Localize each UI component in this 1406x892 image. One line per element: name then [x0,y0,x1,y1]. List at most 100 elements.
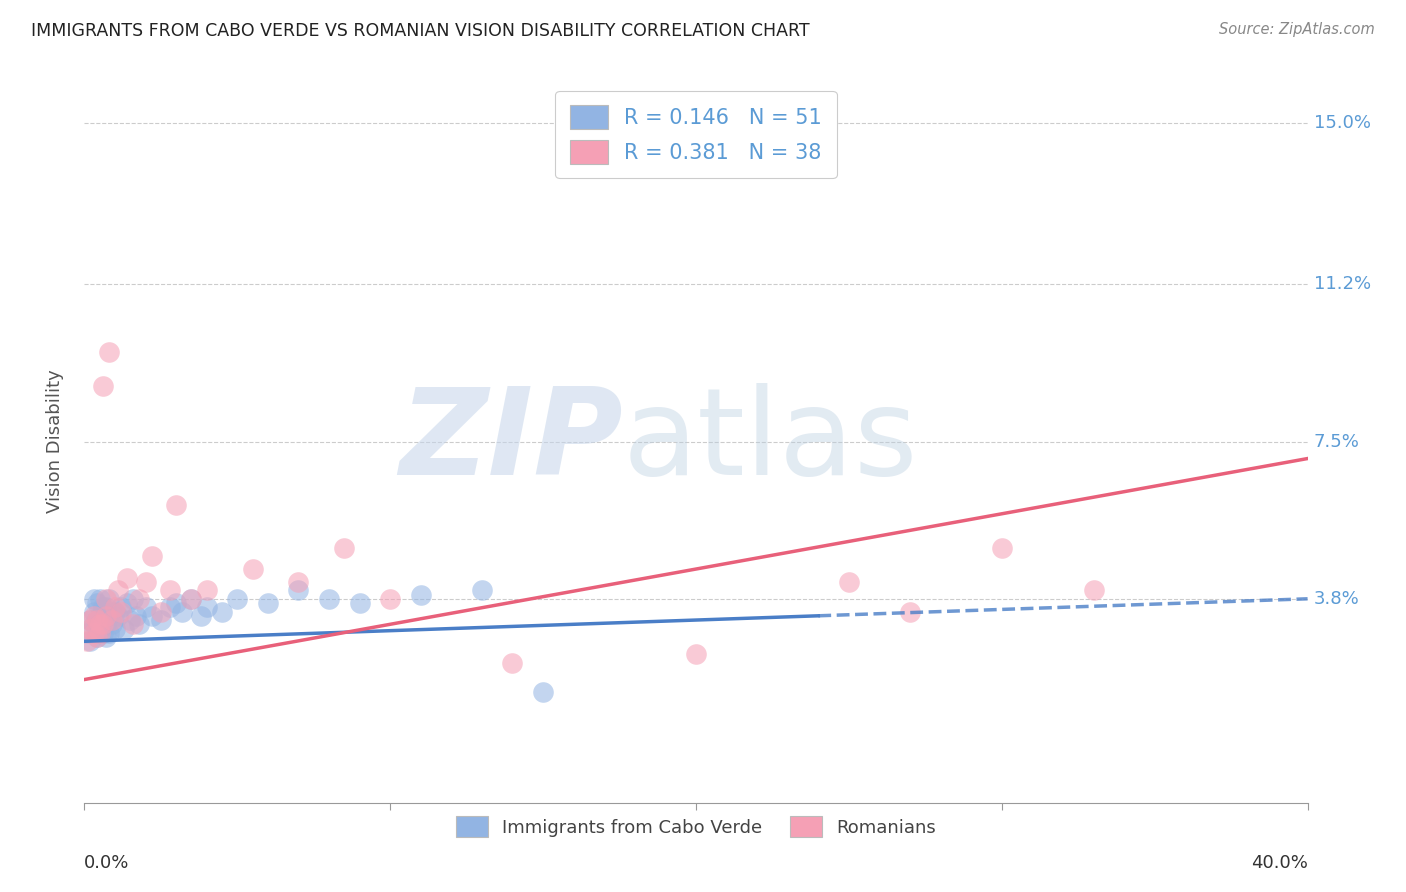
Point [97,625,120,640]
Point [531,685,554,699]
Point [104,622,127,636]
Point [86,613,108,627]
Point [79,613,101,627]
Point [165,596,187,610]
Point [91,613,114,627]
Point [1083,583,1105,598]
Point [159,583,181,598]
Point [94,608,117,623]
Text: 15.0%: 15.0% [1313,114,1371,132]
Point [97,608,120,623]
Point [91,625,114,640]
Y-axis label: Vision Disability: Vision Disability [45,369,63,514]
Point [86,630,108,644]
Point [94,630,117,644]
Point [471,583,494,598]
Point [149,613,172,627]
Point [287,574,309,589]
Point [107,608,129,623]
Point [110,600,132,615]
Point [104,600,127,615]
Point [91,617,114,632]
Point [211,605,233,619]
Text: Source: ZipAtlas.com: Source: ZipAtlas.com [1219,22,1375,37]
Point [125,608,148,623]
Legend: Immigrants from Cabo Verde, Romanians: Immigrants from Cabo Verde, Romanians [449,809,943,845]
Point [89,591,111,606]
Point [89,617,111,632]
Point [94,617,117,632]
Point [409,588,432,602]
Point [83,608,105,623]
Point [318,591,340,606]
Text: 0.0%: 0.0% [84,854,129,871]
Point [141,549,163,564]
Point [83,591,105,606]
Point [898,605,921,619]
Point [91,600,114,615]
Point [172,605,194,619]
Point [242,562,264,576]
Point [79,622,101,636]
Point [120,613,142,627]
Text: IMMIGRANTS FROM CABO VERDE VS ROMANIAN VISION DISABILITY CORRELATION CHART: IMMIGRANTS FROM CABO VERDE VS ROMANIAN V… [31,22,810,40]
Point [101,605,124,619]
Point [165,498,187,512]
Point [94,600,117,615]
Point [380,591,402,606]
Point [86,613,108,627]
Point [89,608,111,623]
Point [79,634,101,648]
Point [112,622,135,636]
Point [115,596,138,610]
Point [159,600,181,615]
Point [685,647,707,661]
Point [122,617,145,632]
Point [110,605,132,619]
Text: #ccd9ee: #ccd9ee [693,441,699,442]
Point [195,600,218,615]
Point [149,605,172,619]
Point [190,608,212,623]
Text: 7.5%: 7.5% [1313,433,1360,450]
Point [83,617,105,632]
Point [122,591,145,606]
Point [104,605,127,619]
Point [180,591,202,606]
Point [97,345,120,359]
Text: 40.0%: 40.0% [1251,854,1308,871]
Point [79,613,101,627]
Point [502,656,524,670]
Point [287,583,309,598]
Point [226,591,249,606]
Point [107,583,129,598]
Point [83,625,105,640]
Point [83,605,105,619]
Point [76,625,98,640]
Point [86,630,108,644]
Point [195,583,218,598]
Point [115,570,138,584]
Point [89,625,111,640]
Point [135,574,157,589]
Point [333,541,356,555]
Point [257,596,280,610]
Text: 3.8%: 3.8% [1313,590,1360,607]
Point [101,617,124,632]
Text: atlas: atlas [623,383,918,500]
Point [101,613,124,627]
Point [91,379,114,393]
Text: ZIP: ZIP [399,383,623,500]
Point [76,634,98,648]
Point [135,600,157,615]
Point [838,574,860,589]
Point [141,608,163,623]
Point [89,622,111,636]
Point [991,541,1014,555]
Point [180,591,202,606]
Point [97,591,120,606]
Point [86,596,108,610]
Point [349,596,371,610]
Point [94,591,117,606]
Point [128,591,150,606]
